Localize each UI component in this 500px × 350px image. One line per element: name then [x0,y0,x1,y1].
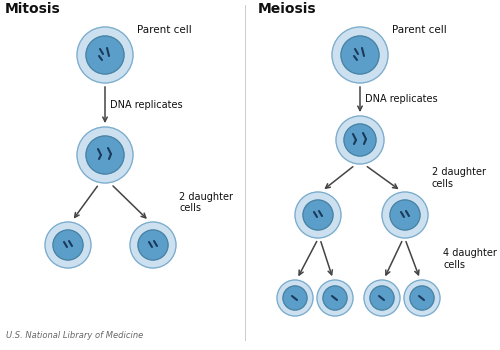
Text: U.S. National Library of Medicine: U.S. National Library of Medicine [6,331,143,340]
Circle shape [341,36,379,74]
Circle shape [45,222,91,268]
Circle shape [382,192,428,238]
Text: 2 daughter
cells: 2 daughter cells [179,192,233,213]
Text: DNA replicates: DNA replicates [365,94,438,105]
Circle shape [138,230,168,260]
Text: Parent cell: Parent cell [137,25,192,35]
Text: 2 daughter
cells: 2 daughter cells [432,167,486,189]
Circle shape [283,286,307,310]
Circle shape [86,136,124,174]
Text: 4 daughter
cells: 4 daughter cells [443,248,497,270]
Circle shape [344,124,376,156]
Circle shape [323,286,347,310]
Circle shape [295,192,341,238]
Circle shape [130,222,176,268]
Circle shape [336,116,384,164]
Text: Parent cell: Parent cell [392,25,447,35]
Circle shape [364,280,400,316]
Circle shape [410,286,434,310]
Circle shape [277,280,313,316]
Circle shape [404,280,440,316]
Circle shape [390,200,420,230]
Text: DNA replicates: DNA replicates [110,100,182,110]
Circle shape [332,27,388,83]
Circle shape [370,286,394,310]
Circle shape [77,27,133,83]
Text: Meiosis: Meiosis [258,2,316,16]
Circle shape [53,230,83,260]
Circle shape [86,36,124,74]
Text: Mitosis: Mitosis [5,2,61,16]
Circle shape [303,200,333,230]
Circle shape [77,127,133,183]
Circle shape [317,280,353,316]
